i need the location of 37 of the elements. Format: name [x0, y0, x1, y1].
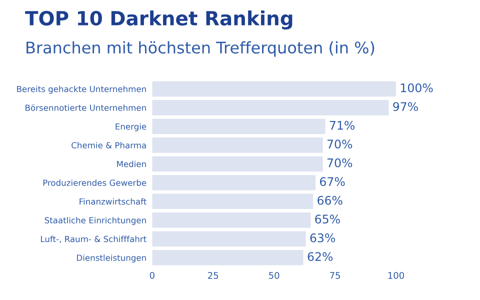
bar — [152, 118, 326, 134]
chart-subtitle: Branchen mit höchsten Trefferquoten (in %) — [26, 41, 374, 57]
bar — [152, 81, 396, 97]
x-tick-label: 0 — [150, 272, 154, 279]
bar — [152, 231, 306, 247]
data-label: 66% — [318, 196, 342, 205]
data-label: 70% — [327, 140, 352, 149]
data-label: 70% — [327, 158, 352, 168]
chart-title: TOP 10 Darknet Ranking — [25, 10, 292, 30]
bar — [152, 100, 389, 116]
data-label: 97% — [393, 102, 418, 112]
y-tick-label: Energie — [116, 123, 146, 132]
data-label: 100% — [400, 83, 433, 92]
data-label: 65% — [315, 214, 340, 224]
y-tick-label: Produzierendes Gewerbe — [43, 179, 146, 186]
bar — [152, 156, 323, 172]
y-tick-label: Börsennotierte Unternehmen — [26, 104, 146, 111]
bar — [152, 250, 304, 266]
x-tick-label: 50 — [269, 272, 280, 279]
x-tick-label: 25 — [208, 272, 218, 279]
y-tick-label: Staatliche Einrichtungen — [44, 216, 146, 226]
bar — [152, 174, 316, 190]
x-tick-label: 75 — [330, 272, 340, 279]
bar — [152, 137, 323, 153]
data-label: 67% — [320, 177, 345, 186]
bar — [152, 194, 314, 210]
y-tick-label: Finanzwirtschaft — [80, 198, 146, 205]
bar — [152, 212, 311, 228]
data-label: 71% — [330, 120, 355, 130]
y-tick-label: Dienstleistungen — [77, 254, 146, 263]
data-label: 63% — [310, 233, 336, 242]
data-label: 62% — [308, 252, 333, 262]
y-tick-label: Medien — [117, 160, 146, 168]
y-tick-label: Chemie & Pharma — [72, 142, 146, 148]
y-tick-label: Luft-, Raum- & Schifffahrt — [41, 236, 146, 244]
x-tick-label: 100 — [388, 272, 404, 279]
y-tick-label: Bereits gehackte Unternehmen — [17, 86, 146, 94]
